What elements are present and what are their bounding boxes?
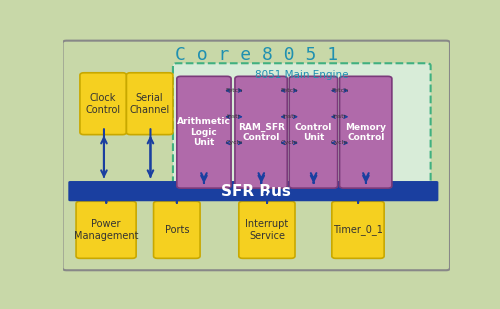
FancyBboxPatch shape [154,201,200,258]
Text: Cycle: Cycle [226,141,242,146]
Text: Cycle: Cycle [280,141,298,146]
FancyBboxPatch shape [68,181,438,201]
Text: Ports: Ports [164,225,189,235]
FancyBboxPatch shape [235,76,287,188]
FancyBboxPatch shape [177,76,231,188]
Text: SFR Bus: SFR Bus [222,184,291,199]
Text: Instr: Instr [227,114,241,119]
Text: Memory
Control: Memory Control [345,123,386,142]
Text: Fetch: Fetch [331,88,348,93]
FancyBboxPatch shape [76,201,136,258]
FancyBboxPatch shape [239,201,295,258]
Text: Cycle: Cycle [331,141,348,146]
FancyBboxPatch shape [340,76,392,188]
Text: Arithmetic
Logic
Unit: Arithmetic Logic Unit [177,117,231,147]
FancyBboxPatch shape [289,76,338,188]
Text: C o r e 8 0 5 1: C o r e 8 0 5 1 [174,46,338,64]
Text: Serial
Channel: Serial Channel [130,93,170,115]
Text: Clock
Control: Clock Control [86,93,121,115]
FancyBboxPatch shape [173,63,430,193]
Text: Timer_0_1: Timer_0_1 [333,224,383,235]
Text: Control
Unit: Control Unit [294,123,332,142]
Text: RAM_SFR
Control: RAM_SFR Control [238,122,284,142]
FancyBboxPatch shape [80,73,126,135]
Text: 8051 Main Engine: 8051 Main Engine [255,70,348,80]
FancyBboxPatch shape [62,41,450,270]
Text: Interrupt
Service: Interrupt Service [246,219,288,241]
FancyBboxPatch shape [126,73,173,135]
Text: Instr: Instr [282,114,296,119]
FancyBboxPatch shape [332,201,384,258]
Text: Instr: Instr [332,114,346,119]
Text: Power
Management: Power Management [74,219,138,241]
Text: Fetch: Fetch [226,88,242,93]
Text: Fetch: Fetch [280,88,298,93]
